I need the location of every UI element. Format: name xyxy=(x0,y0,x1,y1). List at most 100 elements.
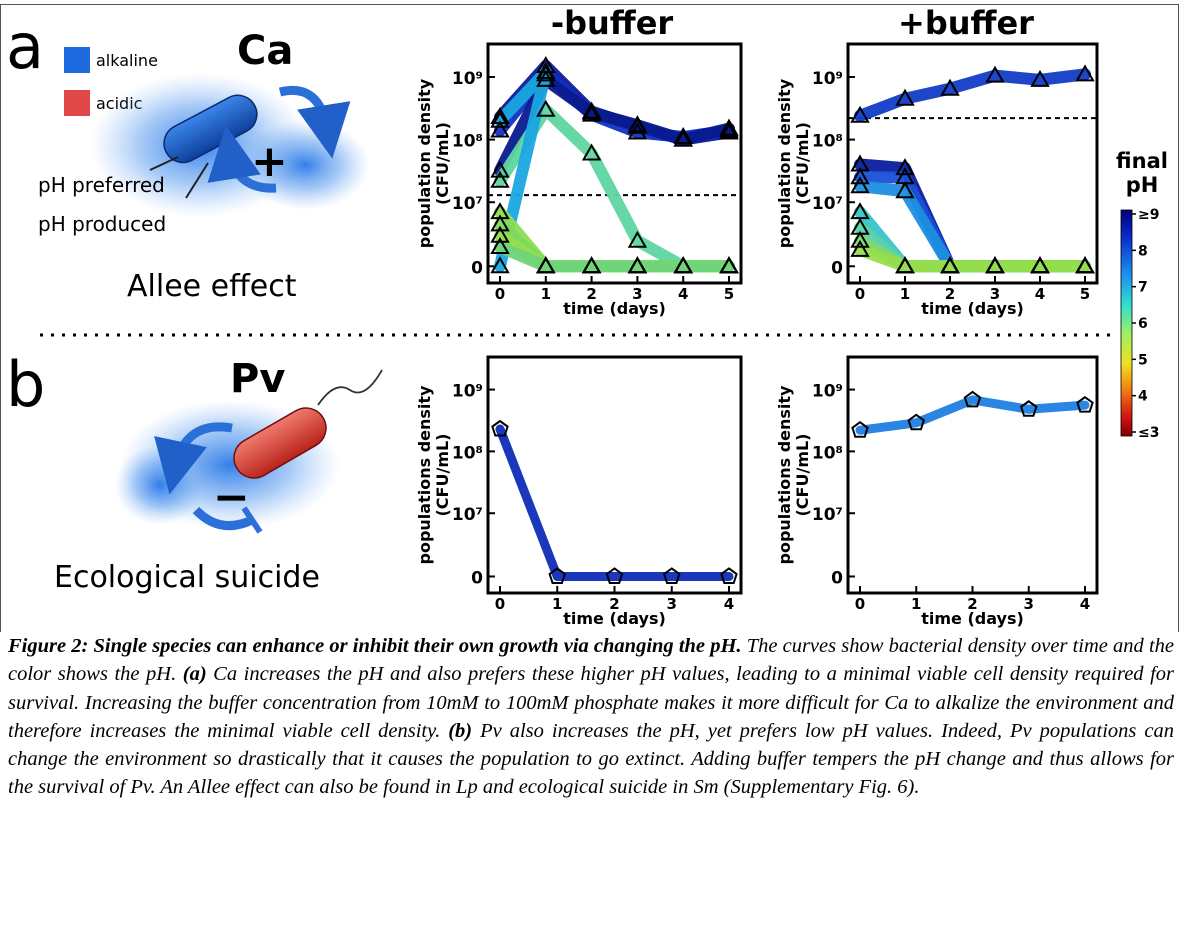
data-marker xyxy=(719,118,739,136)
data-marker xyxy=(581,143,602,161)
figure-caption: Figure 2: Single species can enhance or … xyxy=(8,632,1174,802)
feedback-arrow-left xyxy=(154,422,233,495)
colorbar-gradient xyxy=(1120,209,1133,437)
colorbar-tick-label: 6 xyxy=(1138,316,1148,332)
y-tick-label: 10⁹ xyxy=(452,69,483,89)
inhibition-bar xyxy=(241,506,263,534)
data-marker xyxy=(581,102,602,120)
panel-letter-a: a xyxy=(6,10,44,83)
x-tick-label: 3 xyxy=(990,285,1000,303)
plot-frame xyxy=(486,355,743,595)
x-tick-label: 1 xyxy=(541,285,551,303)
data-marker xyxy=(895,158,915,176)
column-title-minus-buffer: -buffer xyxy=(551,4,674,42)
data-marker xyxy=(605,567,624,584)
colorbar-title-line2: pH xyxy=(1126,173,1159,197)
series-line xyxy=(495,424,734,581)
y-tick-label: 10⁹ xyxy=(812,382,843,402)
data-marker xyxy=(548,567,567,584)
y-axis-label: populations density xyxy=(775,385,794,565)
chart-a-plus-buffer: 0 10⁷ 10⁸ 10⁹ 0 1 2 3 4 5 time (days) population de… xyxy=(775,42,1099,318)
y-axis-label-units: (CFU/mL) xyxy=(433,122,452,205)
data-marker xyxy=(627,256,648,274)
y-tick-label: 10⁹ xyxy=(452,382,483,402)
plot-frame xyxy=(486,42,743,285)
x-tick-label: 2 xyxy=(609,595,619,613)
data-marker xyxy=(1076,395,1094,413)
data-marker xyxy=(850,230,870,248)
data-marker xyxy=(963,390,982,408)
caption-part2: Ca increases the pH and also prefers the… xyxy=(8,663,1175,742)
y-axis-label: population density xyxy=(415,78,434,248)
x-tick-label: 0 xyxy=(855,285,865,303)
x-tick-label: 2 xyxy=(586,285,596,303)
caption-a-label: (a) xyxy=(182,663,207,686)
species-ca: Ca xyxy=(237,28,293,74)
data-marker xyxy=(490,256,510,274)
y-tick-label: 0 xyxy=(831,568,843,588)
data-marker xyxy=(536,256,556,274)
data-marker xyxy=(491,419,509,437)
pointer-preferred xyxy=(149,156,179,171)
pointer-produced xyxy=(185,162,209,199)
x-tick-label: 2 xyxy=(945,285,955,303)
caption-part3: Pv also increases the pH, yet prefers lo… xyxy=(8,719,1175,799)
pv-bacterium xyxy=(233,407,327,479)
ca-illustration: alkaline acidic Ca + pH preferred pH pro… xyxy=(38,28,370,304)
x-tick-label: 4 xyxy=(1035,285,1045,303)
chart-b-plus-buffer: 0 10⁷ 10⁸ 10⁹ 0 1 2 3 4 time (days) populations de… xyxy=(775,355,1099,628)
x-axis-label: time (days) xyxy=(563,609,666,628)
colorbar-tick-label: 5 xyxy=(1138,352,1148,368)
data-marker xyxy=(536,99,556,117)
series-line xyxy=(855,395,1090,435)
series-line xyxy=(494,240,735,273)
colorbar: final pH ≥9 8 7 6 5 4 ≤3 xyxy=(1116,149,1168,441)
x-tick-label: 3 xyxy=(667,595,677,613)
plot-frame xyxy=(846,42,1099,285)
x-tick-label: 0 xyxy=(495,595,505,613)
legend-acidic-swatch xyxy=(64,90,90,116)
pv-illustration: Pv − Ecological suicide xyxy=(54,356,383,595)
data-marker xyxy=(490,110,510,128)
chart-a-minus-buffer: 0 10⁷ 10⁸ 10⁹ 0 1 2 3 4 5 time (days) population de… xyxy=(415,42,743,318)
feedback-arrow-top xyxy=(278,85,351,159)
y-tick-label: 0 xyxy=(831,258,843,278)
y-tick-label: 10⁷ xyxy=(812,194,843,214)
caption-b-label: (b) xyxy=(448,719,473,742)
y-tick-label: 10⁹ xyxy=(812,69,843,89)
series-line xyxy=(854,68,1091,122)
data-marker xyxy=(850,176,870,194)
data-marker xyxy=(940,78,960,96)
data-marker xyxy=(1030,256,1050,274)
colorbar-title-line1: final xyxy=(1116,149,1168,173)
y-tick-label: 10⁸ xyxy=(812,132,843,152)
allee-effect-label: Allee effect xyxy=(127,269,297,304)
feedback-arrow-bottom xyxy=(207,125,277,193)
pv-flagellum xyxy=(317,369,383,406)
legend-alkaline-swatch xyxy=(64,47,90,73)
data-marker xyxy=(895,181,915,199)
data-marker xyxy=(490,160,510,178)
colorbar-tick-label: 8 xyxy=(1138,243,1148,259)
data-marker xyxy=(490,236,510,254)
legend-alkaline-label: alkaline xyxy=(96,51,158,70)
x-axis-label: time (days) xyxy=(563,299,666,318)
y-axis-label: populations density xyxy=(415,385,434,565)
x-axis-label: time (days) xyxy=(921,299,1024,318)
x-axis-label: time (days) xyxy=(921,609,1024,628)
data-marker xyxy=(581,104,602,122)
data-marker xyxy=(1030,69,1050,87)
data-marker xyxy=(1075,64,1095,82)
x-tick-label: 3 xyxy=(1024,595,1034,613)
x-tick-label: 1 xyxy=(552,595,562,613)
data-marker xyxy=(536,64,556,82)
data-marker xyxy=(850,167,870,185)
negative-feedback-sign: − xyxy=(213,472,250,523)
y-tick-label: 0 xyxy=(471,258,483,278)
x-tick-label: 4 xyxy=(678,285,688,303)
x-tick-label: 1 xyxy=(911,595,921,613)
data-marker xyxy=(907,413,926,431)
data-marker xyxy=(627,230,648,248)
y-tick-label: 10⁷ xyxy=(452,505,483,525)
data-marker xyxy=(895,88,915,106)
